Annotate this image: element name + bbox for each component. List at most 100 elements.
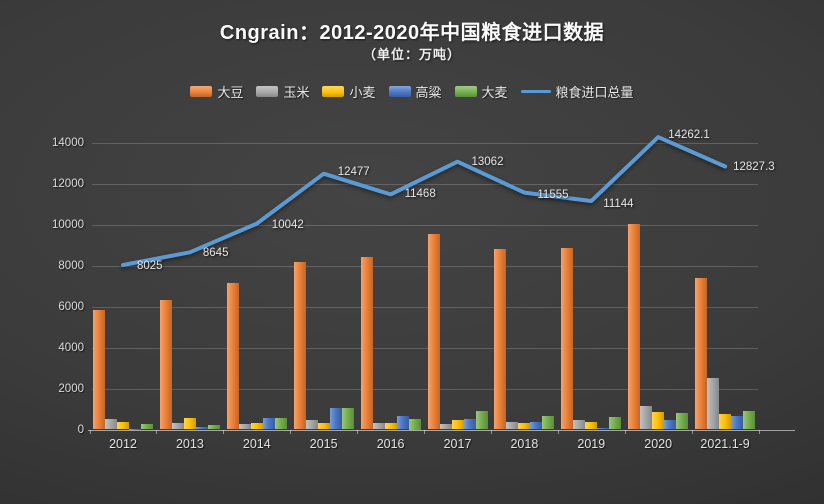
gridline-4000 [92, 347, 758, 349]
legend-item-total-imports: 粮食进口总量 [520, 82, 634, 101]
gridline-8000 [92, 265, 758, 267]
legend-swatch-barley-icon [454, 86, 477, 97]
legend: 大豆 玉米 小麦 高粱 大麦 粮食进口总量 [0, 82, 824, 101]
gridline-2000 [92, 388, 758, 390]
x-axis-tick [557, 429, 559, 434]
legend-item-corn: 玉米 [256, 82, 309, 101]
bar-sorghum-2020 [664, 419, 677, 430]
bar-sorghum-2018 [530, 422, 543, 430]
line-value-label: 10042 [271, 218, 304, 231]
gridline-10000 [92, 224, 758, 226]
x-axis-label: 2015 [309, 437, 338, 451]
bar-corn-2016 [372, 423, 385, 430]
y-axis-label: 14000 [52, 136, 84, 149]
x-axis-line [88, 429, 795, 431]
line-value-label: 13062 [471, 155, 504, 168]
bar-barley-2016 [408, 419, 421, 430]
legend-swatch-soybean-icon [190, 86, 213, 97]
bar-barley-2013 [207, 424, 220, 430]
line-value-label: 11468 [404, 188, 436, 201]
bar-soybean-2019 [561, 248, 574, 430]
legend-item-soybean: 大豆 [190, 82, 243, 101]
bar-wheat-2018 [518, 423, 531, 430]
bar-corn-2021.1-9 [707, 378, 720, 430]
y-axis-label: 12000 [52, 177, 84, 190]
bar-soybean-2016 [360, 257, 373, 430]
line-value-label: 12477 [337, 165, 370, 178]
bar-wheat-2019 [585, 422, 598, 430]
x-axis-label: 2018 [510, 437, 539, 451]
bar-barley-2014 [274, 418, 287, 430]
line-value-label: 8025 [137, 259, 163, 272]
x-axis-label: 2016 [376, 437, 405, 451]
x-axis-label: 2021.1-9 [700, 437, 750, 451]
line-value-label: 8645 [202, 247, 229, 260]
x-axis-tick [290, 429, 292, 434]
legend-label-total-imports: 粮食进口总量 [555, 85, 634, 100]
bar-corn-2012 [105, 418, 117, 430]
line-value-label: 11144 [603, 198, 634, 211]
y-axis-label: 10000 [52, 218, 84, 231]
bar-soybean-2017 [427, 233, 440, 430]
bar-soybean-2021.1-9 [695, 277, 708, 430]
x-axis-tick [490, 429, 492, 434]
bar-barley-2019 [609, 417, 622, 430]
x-axis-tick [357, 429, 359, 434]
bar-wheat-2015 [317, 423, 330, 430]
bar-sorghum-2013 [195, 427, 208, 430]
legend-item-wheat: 小麦 [322, 82, 376, 101]
chart-subtitle: （单位：万吨） [362, 47, 461, 62]
x-axis-tick [758, 429, 760, 434]
bar-sorghum-2014 [262, 417, 275, 430]
y-axis-label: 4000 [58, 341, 84, 354]
bar-soybean-2013 [159, 299, 172, 430]
x-axis-tick [89, 429, 91, 434]
bar-corn-2015 [305, 419, 318, 430]
legend-label-soybean: 大豆 [217, 85, 244, 100]
bar-wheat-2013 [183, 418, 196, 430]
bar-wheat-2012 [117, 421, 129, 430]
y-axis-label: 2000 [58, 382, 84, 395]
x-axis-label: 2017 [443, 437, 472, 451]
x-axis-tick [156, 429, 158, 434]
legend-swatch-sorghum-icon [388, 86, 411, 97]
bar-soybean-2018 [494, 249, 507, 430]
bar-corn-2013 [171, 422, 184, 430]
x-axis-tick [223, 429, 225, 434]
x-axis-label: 2014 [242, 437, 271, 451]
bar-sorghum-2012 [129, 429, 141, 430]
bar-soybean-2015 [293, 262, 306, 430]
bar-corn-2017 [439, 423, 452, 430]
legend-item-sorghum: 高粱 [388, 82, 442, 101]
bar-wheat-2021.1-9 [719, 414, 732, 430]
x-axis-label: 2019 [577, 437, 606, 451]
bar-corn-2014 [238, 424, 251, 430]
x-axis-tick [691, 429, 693, 434]
bar-barley-2017 [475, 411, 488, 430]
legend-label-corn: 玉米 [283, 85, 310, 100]
legend-item-barley: 大麦 [454, 82, 508, 101]
line-value-label: 11555 [537, 188, 569, 201]
legend-label-sorghum: 高粱 [415, 85, 442, 100]
legend-swatch-wheat-icon [322, 86, 345, 97]
chart-title: Cngrain：2012-2020年中国粮食进口数据 [219, 22, 605, 44]
legend-label-barley: 大麦 [481, 85, 508, 100]
legend-swatch-total-imports-line-icon [520, 90, 551, 93]
bar-wheat-2016 [384, 422, 397, 430]
x-axis-label: 2012 [109, 437, 137, 451]
gridline-6000 [92, 306, 758, 308]
bar-wheat-2014 [250, 423, 263, 430]
bar-barley-2015 [341, 407, 354, 430]
bar-corn-2020 [640, 406, 653, 430]
bar-sorghum-2015 [329, 407, 342, 430]
line-value-label: 12827.3 [733, 160, 775, 173]
bar-soybean-2020 [628, 223, 641, 430]
y-axis-label: 6000 [58, 300, 84, 313]
bar-barley-2012 [141, 424, 153, 430]
x-axis-label: 2013 [175, 437, 204, 451]
bar-corn-2019 [573, 419, 586, 430]
bar-sorghum-2017 [463, 419, 476, 430]
y-axis-label: 8000 [58, 259, 84, 272]
bar-barley-2020 [676, 412, 689, 430]
